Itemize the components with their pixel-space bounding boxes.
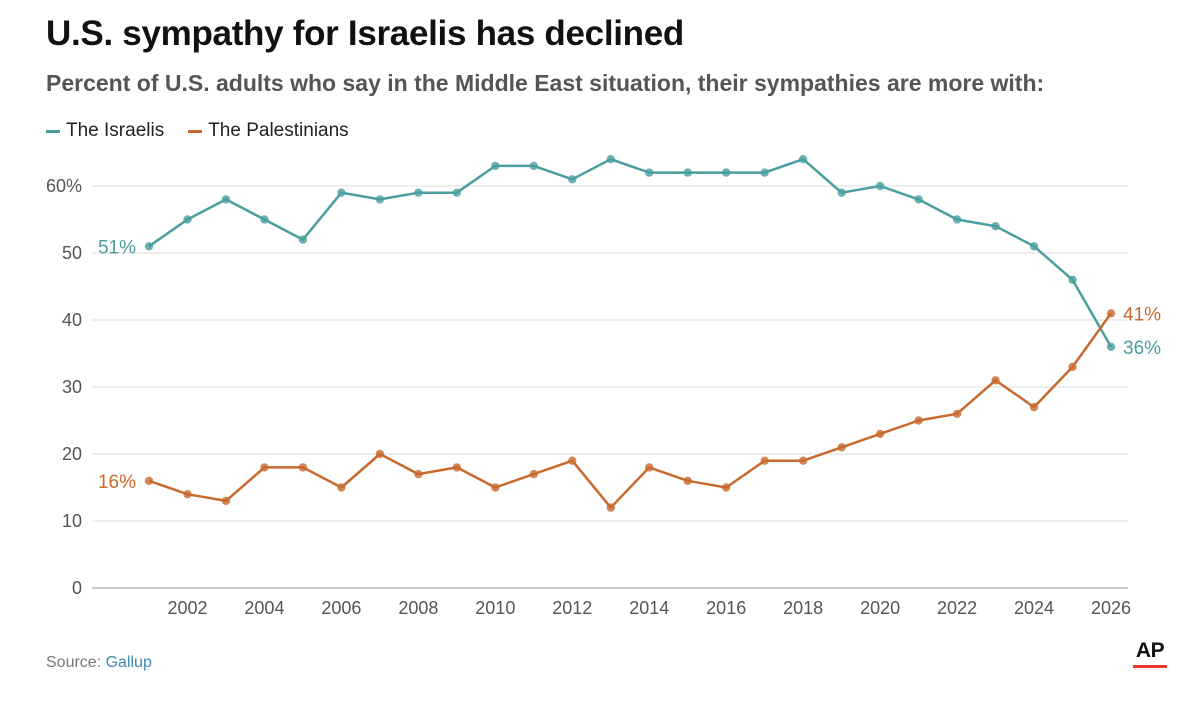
data-point-israelis <box>606 155 615 164</box>
legend-item-palestinians: The Palestinians <box>188 120 349 142</box>
data-point-palestinians <box>491 483 500 492</box>
ap-logo-bar <box>1133 665 1167 668</box>
data-point-israelis <box>837 188 846 197</box>
x-tick-label: 2020 <box>860 598 900 618</box>
data-point-palestinians <box>722 483 731 492</box>
y-tick-label: 30 <box>62 377 82 397</box>
data-point-palestinians <box>375 449 385 459</box>
chart-subtitle: Percent of U.S. adults who say in the Mi… <box>46 70 1045 96</box>
y-tick-label: 10 <box>62 511 82 531</box>
x-tick-label: 2014 <box>629 598 669 618</box>
y-tick-label: 0 <box>72 578 82 598</box>
data-point-palestinians <box>760 456 769 465</box>
data-point-palestinians <box>414 469 423 479</box>
data-point-israelis <box>337 188 346 197</box>
legend: The Israelis The Palestinians <box>46 120 349 142</box>
data-point-israelis <box>645 168 654 177</box>
data-point-palestinians <box>914 416 923 425</box>
data-point-palestinians <box>1068 362 1077 372</box>
start-label-palestinians: 16% <box>98 472 136 493</box>
data-point-israelis <box>298 235 308 244</box>
legend-label-israelis: The Israelis <box>66 120 165 141</box>
data-point-israelis <box>414 188 423 197</box>
data-point-israelis <box>183 215 192 224</box>
x-tick-label: 2012 <box>552 598 592 618</box>
data-point-israelis <box>221 195 231 204</box>
data-point-palestinians <box>260 463 269 472</box>
data-point-israelis <box>1029 242 1039 251</box>
x-tick-label: 2006 <box>321 598 361 618</box>
data-point-palestinians <box>875 429 885 439</box>
data-point-palestinians <box>991 376 1000 385</box>
data-point-palestinians <box>452 463 462 472</box>
data-point-israelis <box>375 195 385 204</box>
data-point-israelis <box>452 188 462 197</box>
data-point-israelis <box>260 215 269 224</box>
end-label-israelis: 36% <box>1123 338 1161 359</box>
data-point-israelis <box>991 222 1000 231</box>
x-tick-label: 2008 <box>398 598 438 618</box>
x-tick-label: 2004 <box>244 598 284 618</box>
data-point-palestinians <box>683 476 692 485</box>
y-tick-label: 60% <box>46 176 82 196</box>
data-point-palestinians <box>606 503 615 512</box>
data-point-israelis <box>798 155 808 164</box>
data-point-israelis <box>722 168 731 177</box>
y-tick-label: 40 <box>62 310 82 330</box>
data-point-israelis <box>875 181 885 191</box>
x-tick-label: 2010 <box>475 598 515 618</box>
x-tick-label: 2026 <box>1091 598 1131 618</box>
x-tick-label: 2024 <box>1014 598 1054 618</box>
source-note: Source: Gallup <box>46 654 152 672</box>
data-point-israelis <box>568 175 577 184</box>
x-tick-label: 2018 <box>783 598 823 618</box>
legend-swatch-israelis <box>46 129 60 133</box>
ap-logo-text: AP <box>1135 639 1165 662</box>
data-point-palestinians <box>337 483 346 492</box>
data-point-israelis <box>1106 342 1116 351</box>
x-tick-label: 2002 <box>167 598 207 618</box>
source-link[interactable]: Gallup <box>105 654 152 671</box>
ap-logo: AP <box>1133 640 1167 668</box>
data-point-palestinians <box>221 496 231 506</box>
x-tick-label: 2022 <box>937 598 977 618</box>
data-point-palestinians <box>298 463 308 472</box>
legend-label-palestinians: The Palestinians <box>208 120 349 141</box>
data-point-palestinians <box>183 490 192 499</box>
data-point-israelis <box>144 242 154 251</box>
data-point-palestinians <box>645 463 654 472</box>
source-prefix: Source: <box>46 654 102 671</box>
data-point-israelis <box>491 161 500 171</box>
legend-item-israelis: The Israelis <box>46 120 164 142</box>
data-point-palestinians <box>798 456 808 465</box>
y-tick-label: 20 <box>62 444 82 464</box>
data-point-israelis <box>529 161 538 171</box>
data-point-palestinians <box>952 409 962 418</box>
data-point-israelis <box>1068 275 1077 284</box>
data-point-palestinians <box>1029 402 1039 412</box>
data-point-palestinians <box>144 476 154 485</box>
data-point-israelis <box>914 195 923 204</box>
series-line-israelis <box>148 157 1113 348</box>
legend-swatch-palestinians <box>188 129 203 133</box>
data-point-palestinians <box>568 456 577 465</box>
chart-title: U.S. sympathy for Israelis has declined <box>46 14 684 53</box>
end-label-palestinians: 41% <box>1123 304 1161 325</box>
x-tick-label: 2016 <box>706 598 746 618</box>
data-point-israelis <box>760 168 769 177</box>
data-point-israelis <box>952 215 962 224</box>
start-label-israelis: 51% <box>98 237 136 258</box>
data-point-palestinians <box>1106 309 1116 318</box>
series-line-palestinians <box>148 312 1113 509</box>
data-point-israelis <box>683 168 692 177</box>
data-point-palestinians <box>529 469 538 479</box>
data-point-palestinians <box>837 443 846 452</box>
y-tick-label: 50 <box>62 243 82 263</box>
